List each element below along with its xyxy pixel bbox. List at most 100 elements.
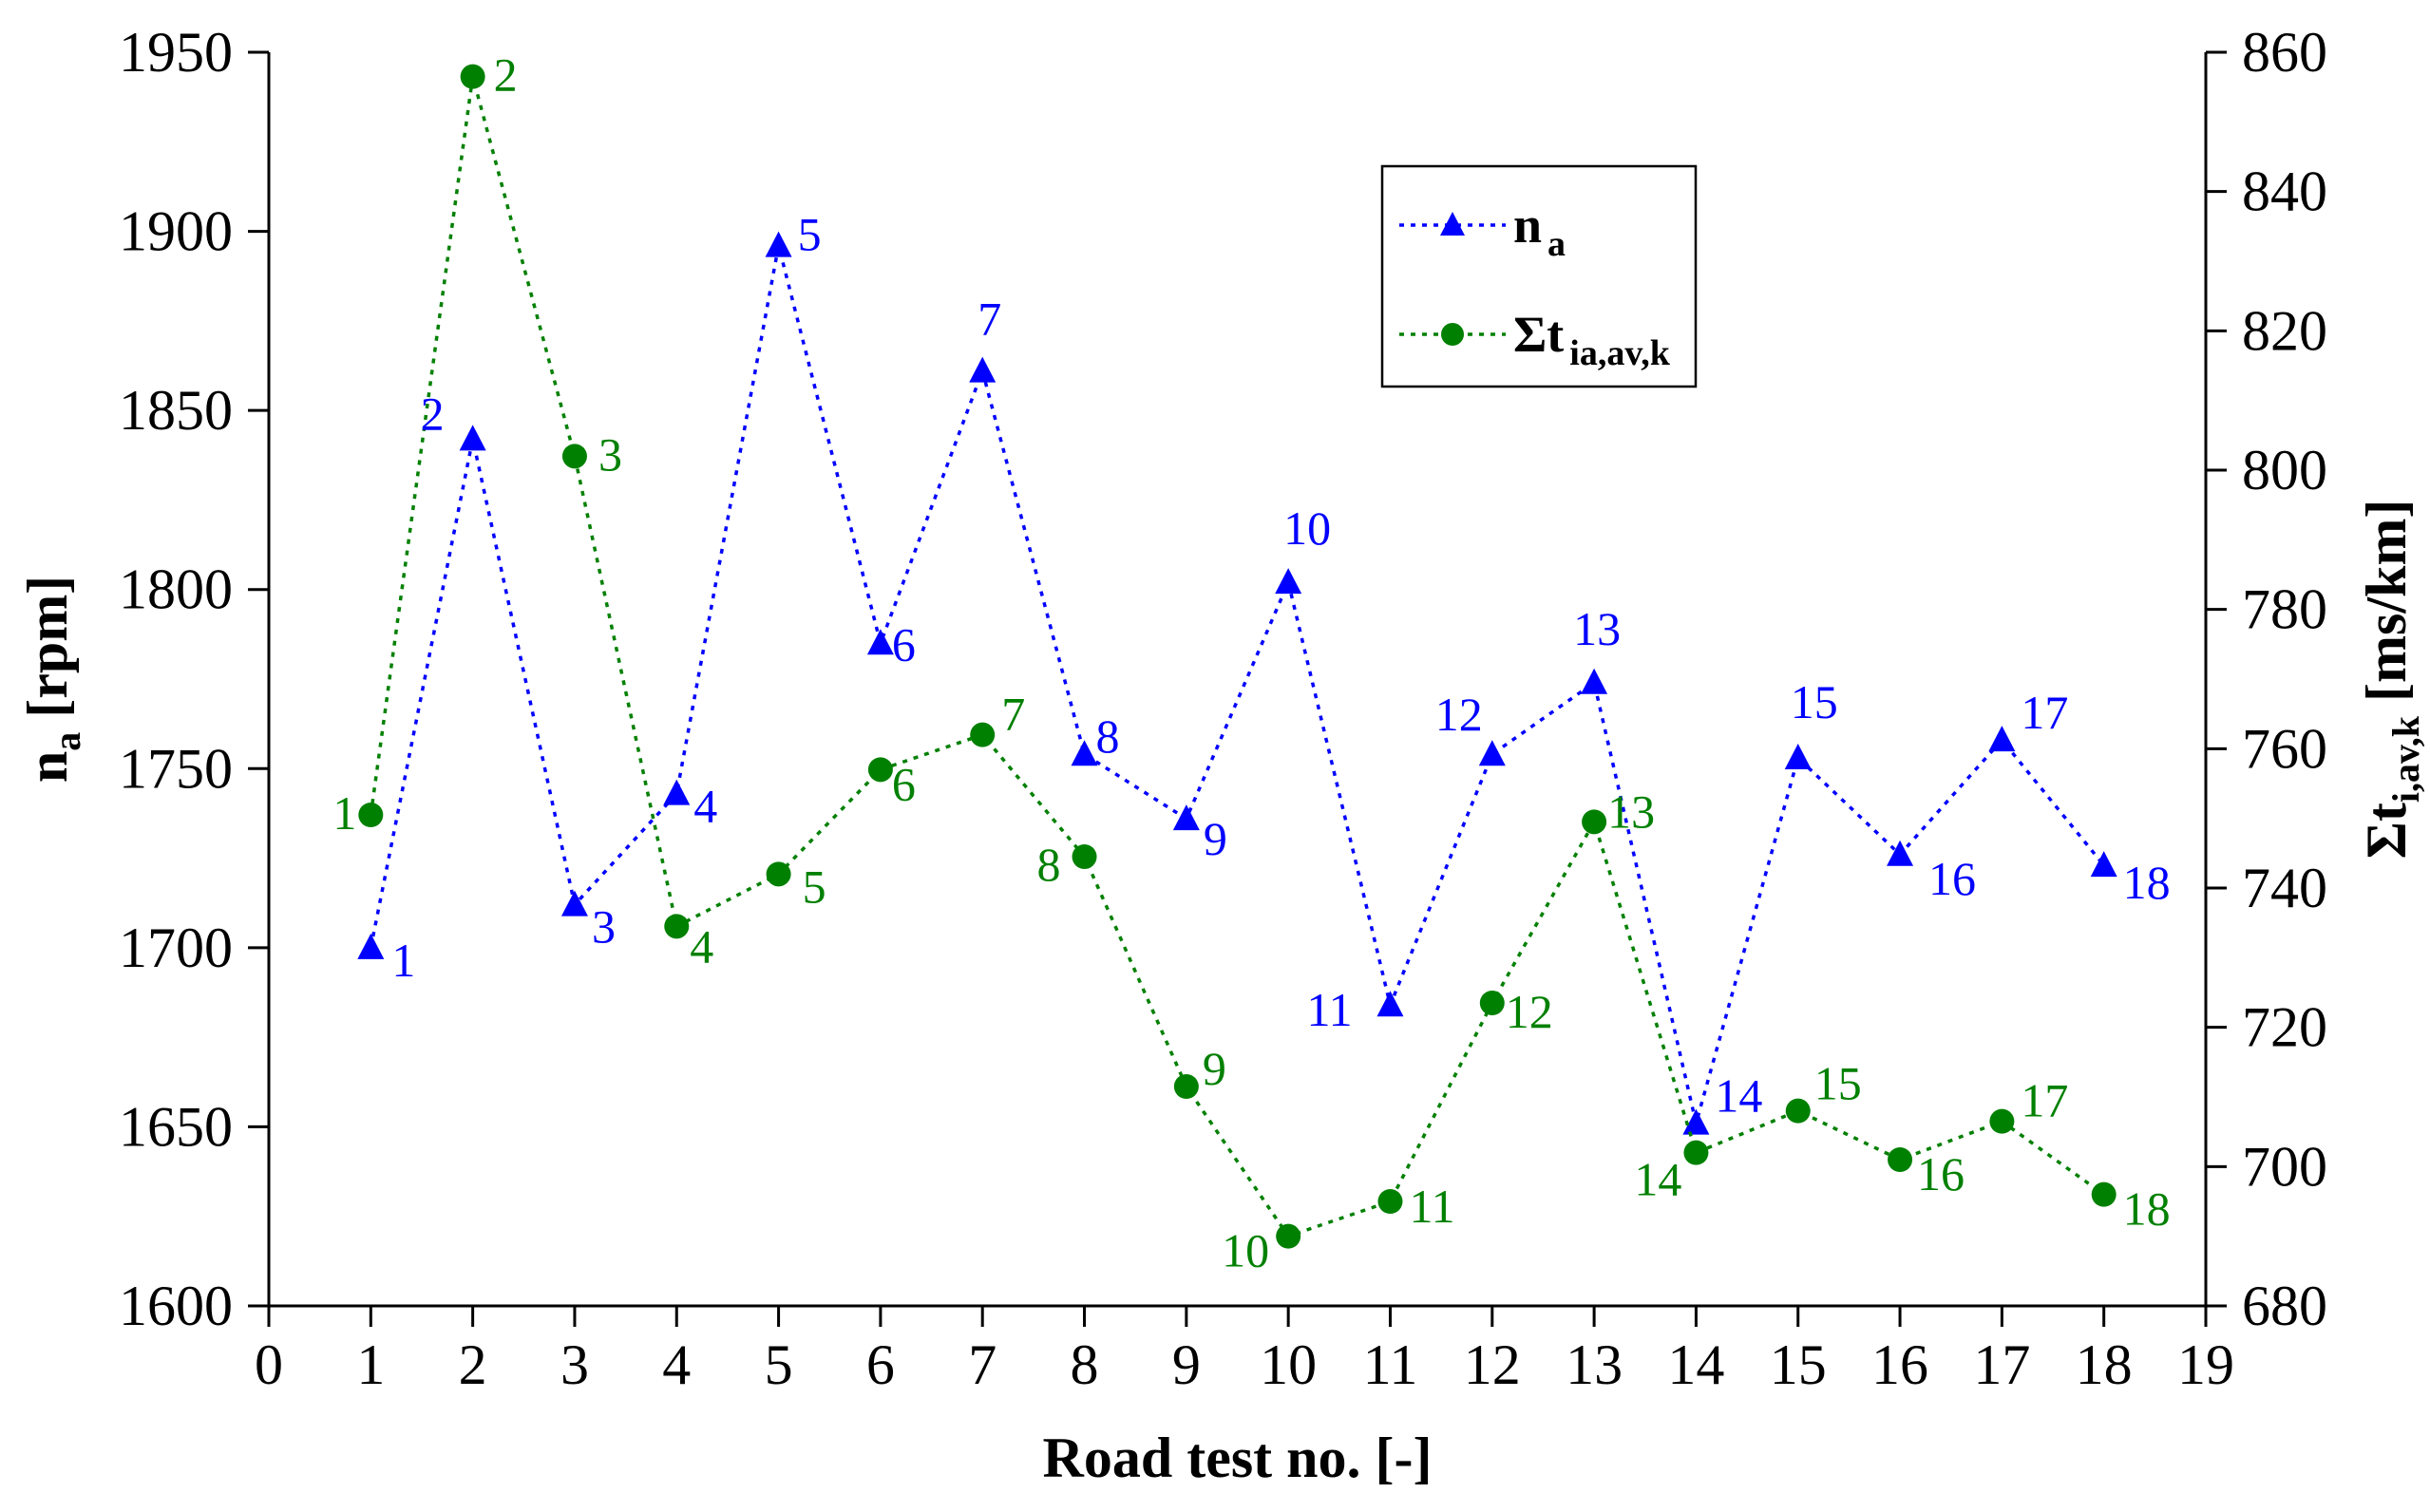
x-tick-label: 3 (560, 1333, 589, 1396)
na-label-13: 13 (1573, 602, 1621, 655)
x-tick-label: 18 (2076, 1333, 2133, 1396)
na-point-1 (357, 933, 385, 959)
na-label-9: 9 (1204, 812, 1227, 865)
y-left-tick-label: 1650 (119, 1095, 233, 1158)
sigma-t-label-2: 2 (494, 48, 518, 102)
na-label-2: 2 (421, 387, 445, 440)
x-tick-label: 1 (356, 1333, 385, 1396)
legend-label-sub: ia,av,k (1569, 333, 1670, 373)
na-label-17: 17 (2021, 686, 2068, 739)
sigma-t-label-9: 9 (1203, 1042, 1226, 1095)
legend-label-main: n (1513, 197, 1542, 254)
na-point-8 (1071, 740, 1098, 766)
sigma-t-label-12: 12 (1506, 985, 1553, 1038)
na-label-5: 5 (798, 208, 822, 261)
sigma-t-label-1: 1 (332, 786, 356, 840)
na-point-6 (866, 629, 894, 655)
sigma-t-point-8 (1072, 844, 1097, 869)
sigma-t-point-11 (1377, 1189, 1403, 1214)
sigma-t-label-14: 14 (1634, 1153, 1681, 1206)
x-tick-label: 16 (1871, 1333, 1928, 1396)
na-label-4: 4 (693, 780, 717, 833)
na-point-16 (1887, 840, 1914, 866)
sigma-t-label-5: 5 (803, 860, 826, 913)
legend-label-sigma-t: Σt ia,av,k (1513, 306, 1671, 373)
legend-marker-sigma-t (1441, 323, 1464, 346)
sigma-t-point-5 (766, 861, 791, 887)
sigma-t-point-10 (1276, 1223, 1301, 1249)
y-left-axis-title-unit: [rpm] (16, 576, 79, 732)
sigma-t-label-16: 16 (1917, 1147, 1965, 1200)
na-point-10 (1275, 568, 1302, 595)
x-tick-label: 6 (866, 1333, 895, 1396)
sigma-t-label-15: 15 (1814, 1057, 1862, 1110)
y-right-tick-label: 860 (2242, 21, 2327, 84)
sigma-t-point-2 (460, 64, 485, 89)
y-right-axis-title-sub: i,av,k (2384, 715, 2427, 803)
sigma-t-label-8: 8 (1037, 838, 1061, 891)
na-point-11 (1376, 991, 1404, 1017)
sigma-t-point-1 (358, 803, 384, 827)
na-point-13 (1581, 668, 1608, 694)
legend-marker-na (1440, 212, 1465, 236)
x-axis-title: Road test no. [-] (1043, 1427, 1433, 1489)
sigma-t-point-15 (1785, 1098, 1811, 1124)
sigma-t-point-14 (1683, 1140, 1709, 1165)
na-point-12 (1478, 740, 1506, 766)
y-left-axis-title-main: n (16, 751, 79, 783)
y-left-tick-label: 1800 (119, 558, 233, 621)
x-tick-label: 0 (255, 1333, 283, 1396)
y-right-tick-label: 800 (2242, 439, 2327, 501)
sigma-t-point-4 (664, 914, 690, 939)
na-point-17 (1988, 726, 2016, 752)
sigma-t-label-10: 10 (1222, 1224, 1269, 1277)
na-label-18: 18 (2123, 856, 2171, 909)
x-tick-label: 12 (1464, 1333, 1521, 1396)
x-tick-label: 14 (1667, 1333, 1724, 1396)
sigma-t-label-13: 13 (1607, 784, 1655, 838)
sigma-t-label-17: 17 (2021, 1074, 2068, 1127)
na-point-15 (1784, 743, 1812, 769)
na-label-6: 6 (892, 617, 916, 671)
x-tick-label: 13 (1566, 1333, 1623, 1396)
na-label-16: 16 (1928, 852, 1976, 905)
na-label-14: 14 (1715, 1069, 1762, 1123)
sigma-t-label-11: 11 (1409, 1180, 1454, 1233)
sigma-t-point-3 (561, 444, 587, 469)
x-tick-label: 17 (1973, 1333, 2030, 1396)
na-label-10: 10 (1283, 501, 1331, 555)
sigma-t-label-3: 3 (598, 427, 622, 481)
y-right-tick-label: 700 (2242, 1135, 2327, 1198)
na-label-1: 1 (391, 934, 415, 987)
y-right-tick-label: 820 (2242, 299, 2327, 362)
sigma-t-point-18 (2091, 1181, 2117, 1207)
legend-box (1380, 164, 1698, 388)
na-point-4 (663, 779, 691, 805)
point-labels: 1234567891011121314151617181234567891011… (332, 48, 2170, 1277)
y-right-tick-label: 840 (2242, 161, 2327, 223)
x-tick-label: 7 (968, 1333, 997, 1396)
sigma-t-point-7 (970, 722, 996, 747)
na-label-3: 3 (592, 900, 616, 954)
y-right-axis-title: Σti,av,k [ms/km] (2355, 500, 2427, 860)
x-tick-label: 11 (1363, 1333, 1418, 1396)
sigma-t-label-18: 18 (2123, 1182, 2171, 1236)
y-right-axis-title-main: Σt (2355, 803, 2418, 859)
na-label-8: 8 (1096, 709, 1120, 763)
sigma-t-point-17 (1989, 1108, 2015, 1134)
series-layer (357, 64, 2117, 1249)
x-tick-label: 9 (1172, 1333, 1201, 1396)
na-point-7 (969, 356, 997, 383)
x-tick-label: 5 (765, 1333, 793, 1396)
na-label-7: 7 (978, 293, 1001, 346)
series-line-na (369, 245, 2106, 1125)
x-tick-label: 15 (1770, 1333, 1827, 1396)
sigma-t-point-13 (1582, 809, 1607, 835)
axes: 0 1 2 3 4 5 6 7 8 9 10 11 12 13 14 15 16 17 18 191600165017… (16, 21, 2427, 1489)
y-left-tick-label: 1900 (119, 200, 233, 263)
x-tick-label: 19 (2177, 1333, 2234, 1396)
sigma-t-point-9 (1173, 1074, 1199, 1099)
